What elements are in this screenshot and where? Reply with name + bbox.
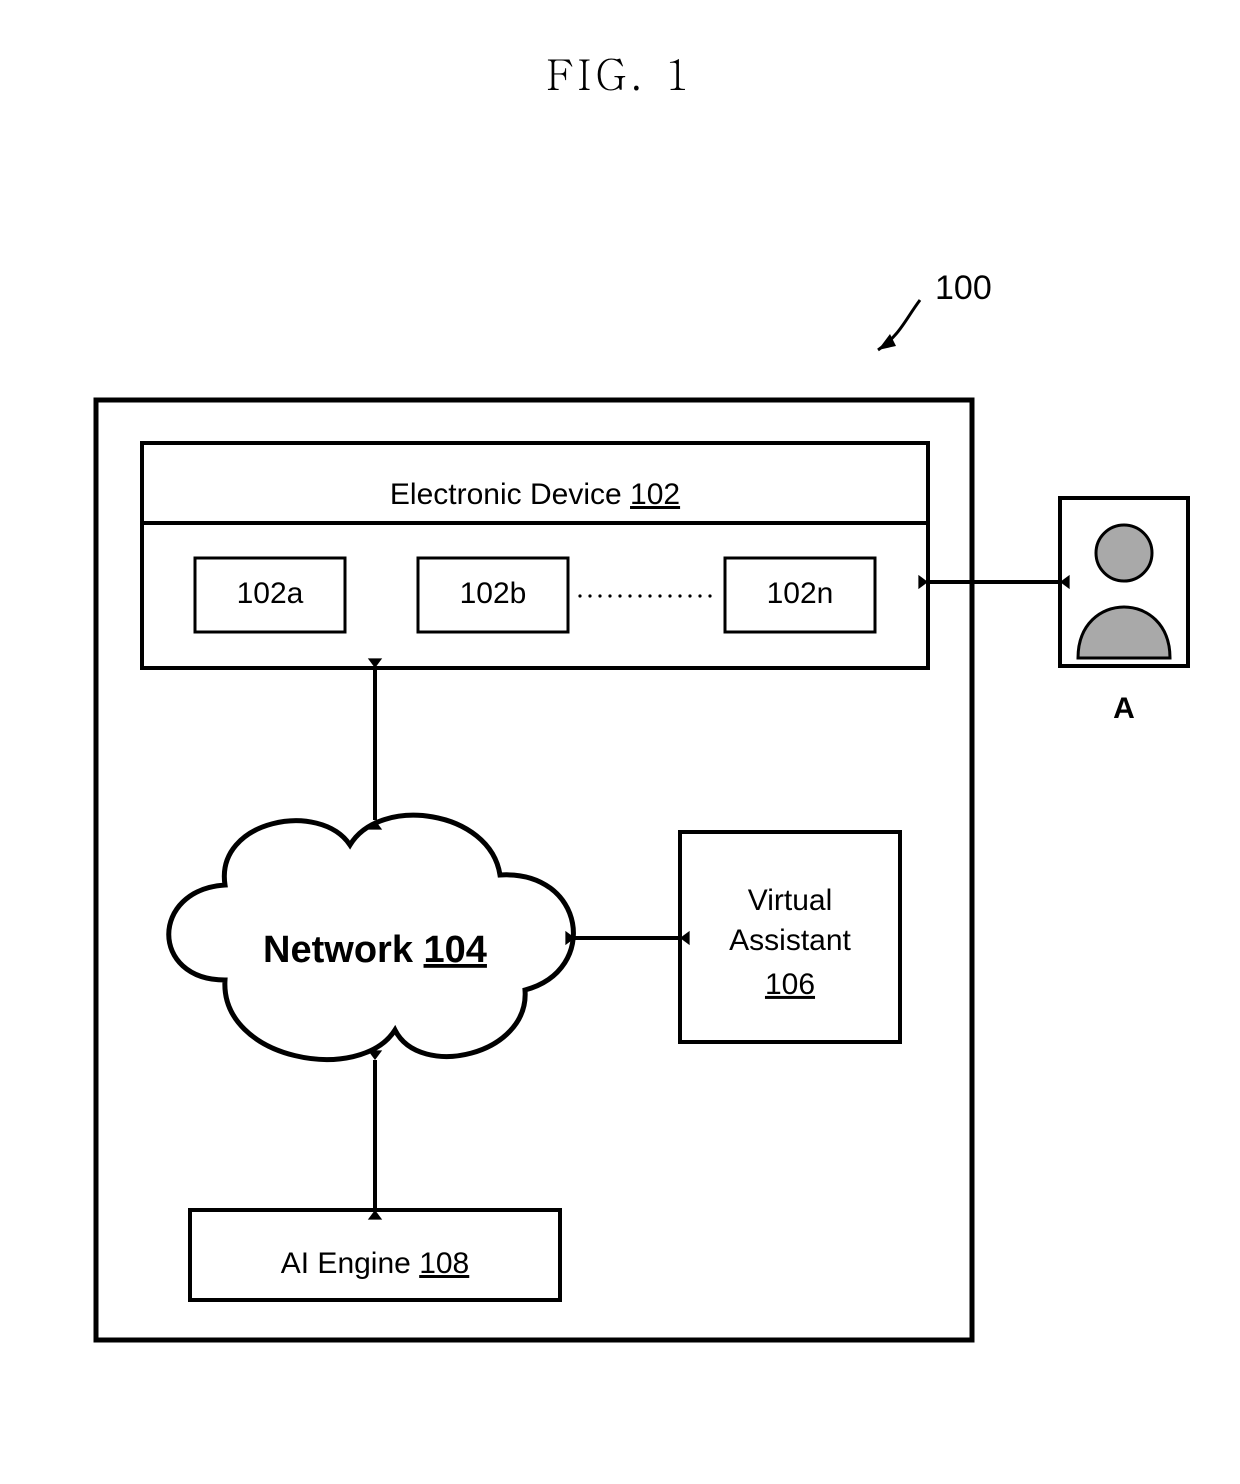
virtual-assistant-ref: 106 xyxy=(765,968,815,1001)
device-subbox-label-102n: 102n xyxy=(767,577,834,610)
electronic-device-box xyxy=(142,443,928,668)
virtual-assistant-label-0: Virtual xyxy=(748,884,833,917)
figure-title: FIG. 1 xyxy=(546,42,693,102)
device-subbox-label-102b: 102b xyxy=(460,577,527,610)
virtual-assistant-label-1: Assistant xyxy=(729,924,851,957)
electronic-device-label: Electronic Device 102 xyxy=(390,478,680,511)
network-label: Network 104 xyxy=(263,929,487,971)
ai-engine-label: AI Engine 108 xyxy=(281,1247,470,1280)
user-label: A xyxy=(1113,692,1135,725)
figure-ref-100: 100 xyxy=(935,269,992,307)
device-subbox-label-102a: 102a xyxy=(237,577,304,610)
